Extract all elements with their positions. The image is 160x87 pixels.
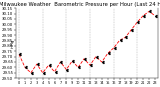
Y-axis label: inHg: inHg — [11, 38, 15, 48]
Title: Milwaukee Weather  Barometric Pressure per Hour (Last 24 Hours): Milwaukee Weather Barometric Pressure pe… — [0, 2, 160, 7]
